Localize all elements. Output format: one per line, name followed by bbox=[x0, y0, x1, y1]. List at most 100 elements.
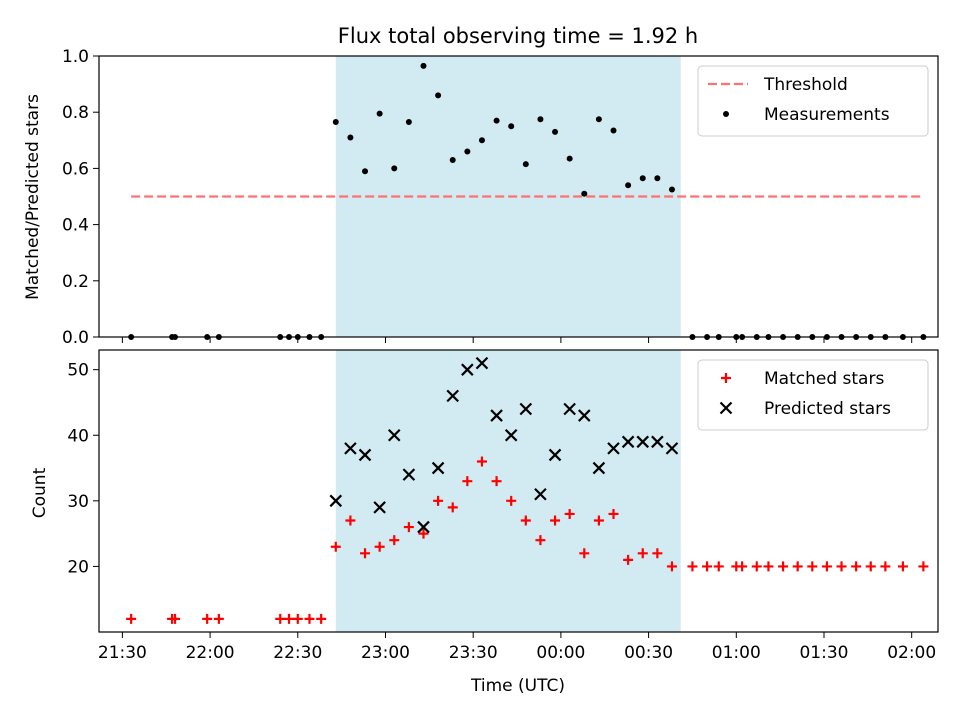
bottom-y-tick-label-1: 30 bbox=[67, 492, 89, 512]
bottom-series-1-point-3 bbox=[373, 501, 386, 514]
bottom-series-1-point-11 bbox=[490, 409, 503, 422]
bottom-series-0-point-22 bbox=[506, 495, 517, 506]
bottom-series-1-point-22 bbox=[651, 435, 664, 449]
top-y-tick-label-4: 0.8 bbox=[62, 103, 89, 123]
top-series-0-point-32 bbox=[654, 175, 661, 182]
bottom-series-0-point-18 bbox=[447, 502, 458, 513]
bottom-series-1-point-5 bbox=[402, 468, 416, 481]
bottom-x-tick-label-3: 23:00 bbox=[361, 643, 410, 663]
bottom-series-0-point-45 bbox=[836, 561, 847, 572]
bottom-x-tick-label-8: 01:30 bbox=[799, 643, 848, 663]
top-panel-y-label: Matched/Predicted stars bbox=[23, 94, 43, 300]
top-y-tick-label-2: 0.4 bbox=[62, 216, 89, 236]
bottom-series-0-point-39 bbox=[751, 561, 762, 572]
bottom-legend-swatch-0 bbox=[721, 373, 731, 383]
bottom-series-1-point-17 bbox=[577, 409, 591, 422]
bottom-series-0-point-44 bbox=[821, 561, 832, 572]
top-series-0-point-10 bbox=[332, 119, 339, 126]
top-series-0-point-22 bbox=[508, 123, 515, 130]
bottom-series-0-point-5 bbox=[275, 613, 286, 624]
bottom-series-1-point-12 bbox=[504, 428, 518, 442]
bottom-series-1-point-2 bbox=[358, 448, 372, 462]
bottom-series-0-point-42 bbox=[792, 561, 803, 572]
bottom-y-tick-label-3: 50 bbox=[67, 361, 89, 381]
bottom-series-0-point-11 bbox=[345, 515, 356, 526]
top-series-0-point-25 bbox=[552, 128, 559, 135]
bottom-series-0-point-35 bbox=[702, 561, 713, 572]
bottom-series-0-point-41 bbox=[778, 561, 789, 572]
bottom-series-0-point-10 bbox=[330, 541, 341, 552]
bottom-series-0-point-43 bbox=[807, 561, 818, 572]
bottom-legend-swatch-1 bbox=[719, 401, 733, 415]
bottom-series-0-point-7 bbox=[292, 613, 303, 624]
top-y-tick-label-1: 0.2 bbox=[62, 272, 89, 292]
bottom-y-tick-label-0: 20 bbox=[67, 557, 89, 577]
bottom-series-0-point-17 bbox=[433, 495, 444, 506]
top-legend-swatch-1 bbox=[723, 111, 729, 117]
bottom-panel: 20 30 40 50 21:30 22:00 22:30 23:00 23:30 00:00 00… bbox=[67, 349, 939, 663]
bottom-series-1-point-21 bbox=[636, 435, 650, 449]
bottom-series-1-point-23 bbox=[665, 442, 679, 455]
bottom-series-1-point-8 bbox=[446, 389, 460, 403]
top-series-0-point-14 bbox=[391, 165, 398, 172]
top-legend-label-0: Threshold bbox=[763, 75, 848, 95]
top-series-0-point-33 bbox=[668, 186, 675, 193]
bottom-series-1-point-20 bbox=[621, 435, 635, 449]
bottom-series-0-point-0 bbox=[126, 613, 137, 624]
bottom-series-1-point-18 bbox=[592, 461, 606, 475]
bottom-legend-label-1: Predicted stars bbox=[764, 399, 891, 419]
bottom-series-0-point-46 bbox=[851, 561, 862, 572]
bottom-x-tick-label-9: 02:00 bbox=[887, 643, 936, 663]
bottom-series-1-point-7 bbox=[431, 461, 445, 475]
bottom-series-0-point-50 bbox=[918, 561, 929, 572]
bottom-y-tick-label-2: 40 bbox=[67, 426, 89, 446]
bottom-series-0-point-33 bbox=[666, 561, 677, 572]
top-series-0-point-21 bbox=[493, 117, 500, 124]
bottom-series-0-point-20 bbox=[476, 456, 487, 467]
bottom-x-tick-label-1: 22:00 bbox=[186, 643, 235, 663]
bottom-legend-box bbox=[697, 359, 929, 431]
bottom-series-0-point-6 bbox=[284, 613, 295, 624]
bottom-legend-label-0: Matched stars bbox=[764, 369, 884, 389]
top-series-0-point-19 bbox=[464, 148, 471, 155]
bottom-series-0-point-2 bbox=[170, 613, 181, 624]
top-series-0-point-20 bbox=[478, 137, 485, 144]
top-series-0-point-12 bbox=[362, 168, 369, 175]
bottom-series-1-point-10 bbox=[475, 356, 489, 370]
bottom-series-0-point-13 bbox=[374, 541, 385, 552]
bottom-series-0-point-24 bbox=[535, 535, 546, 546]
bottom-series-0-point-8 bbox=[304, 613, 315, 624]
top-panel: 0.0 0.2 0.4 0.6 0.8 1.0 Threshold Measurements bbox=[62, 47, 939, 348]
bottom-x-tick-label-5: 00:00 bbox=[536, 643, 585, 663]
top-series-0-point-15 bbox=[405, 119, 412, 126]
bottom-series-0-point-25 bbox=[550, 515, 561, 526]
bottom-series-1-point-6 bbox=[417, 520, 430, 534]
bottom-x-tick-label-6: 00:30 bbox=[624, 643, 673, 663]
bottom-series-1-point-4 bbox=[387, 428, 401, 442]
bottom-series-0-point-29 bbox=[608, 508, 619, 519]
bottom-series-1-point-14 bbox=[534, 488, 547, 501]
bottom-series-0-point-32 bbox=[652, 548, 663, 559]
bottom-series-0-point-34 bbox=[687, 561, 698, 572]
bottom-series-0-point-48 bbox=[880, 561, 891, 572]
bottom-series-0-point-47 bbox=[865, 561, 876, 572]
top-y-tick-label-5: 1.0 bbox=[62, 47, 89, 67]
top-series-0-point-17 bbox=[435, 92, 442, 99]
bottom-series-1-point-16 bbox=[563, 402, 576, 416]
top-series-0-point-23 bbox=[522, 161, 529, 168]
bottom-series-0-point-3 bbox=[202, 613, 213, 624]
top-series-0-point-29 bbox=[610, 127, 617, 134]
bottom-series-0-point-14 bbox=[389, 535, 400, 546]
top-y-tick-label-3: 0.6 bbox=[62, 159, 89, 179]
top-series-0-point-27 bbox=[581, 190, 588, 197]
bottom-series-0-point-16 bbox=[418, 528, 429, 539]
bottom-x-tick-label-0: 21:30 bbox=[98, 643, 147, 663]
top-series-0-point-13 bbox=[376, 110, 383, 117]
bottom-series-1-point-19 bbox=[607, 442, 620, 455]
x-axis-label: Time (UTC) bbox=[470, 676, 565, 696]
bottom-series-0-point-27 bbox=[579, 548, 590, 559]
bottom-series-0-point-38 bbox=[737, 561, 748, 572]
bottom-series-0-point-40 bbox=[763, 561, 774, 572]
bottom-series-0-point-12 bbox=[360, 548, 371, 559]
